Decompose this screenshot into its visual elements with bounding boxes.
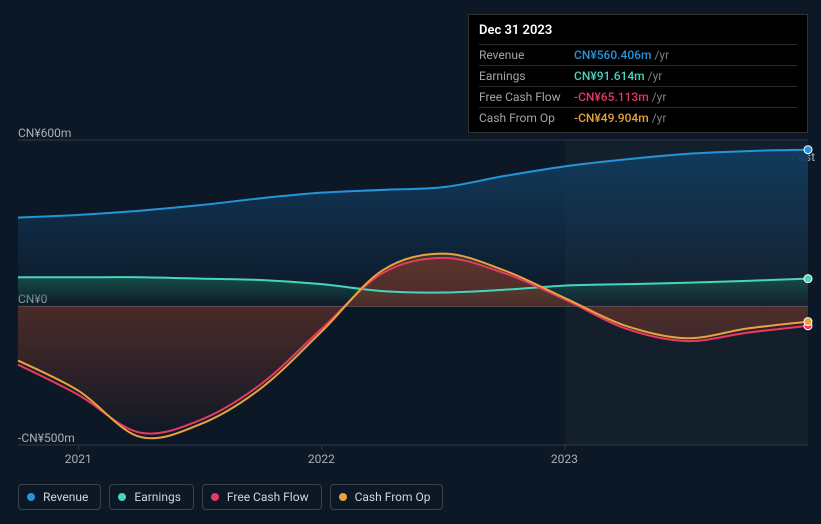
tooltip-unit: /yr xyxy=(654,48,669,62)
legend-label: Revenue xyxy=(43,490,88,504)
tooltip-unit: /yr xyxy=(648,69,663,83)
tooltip-date: Dec 31 2023 xyxy=(479,21,797,44)
legend-dot-icon xyxy=(27,493,35,501)
legend-item-fcf[interactable]: Free Cash Flow xyxy=(202,484,322,510)
legend-label: Cash From Op xyxy=(355,490,431,504)
x-tick-label: 2022 xyxy=(308,452,335,466)
tooltip-value: CN¥91.614m xyxy=(574,69,645,83)
legend-dot-icon xyxy=(118,493,126,501)
tooltip-row-earnings: Earnings CN¥91.614m /yr xyxy=(479,65,797,86)
tooltip-unit: /yr xyxy=(652,111,667,125)
tooltip-label: Free Cash Flow xyxy=(479,90,574,104)
y-tick-label: CN¥600m xyxy=(18,126,71,140)
legend-dot-icon xyxy=(211,493,219,501)
tooltip-unit: /yr xyxy=(652,90,667,104)
chart-tooltip: Dec 31 2023 Revenue CN¥560.406m /yr Earn… xyxy=(468,14,808,133)
tooltip-row-cfo: Cash From Op -CN¥49.904m /yr xyxy=(479,107,797,128)
tooltip-label: Cash From Op xyxy=(479,111,574,125)
tooltip-value: -CN¥49.904m xyxy=(574,111,649,125)
tooltip-value: -CN¥65.113m xyxy=(574,90,649,104)
chart-container: Dec 31 2023 Revenue CN¥560.406m /yr Earn… xyxy=(0,0,821,524)
x-tick-label: 2021 xyxy=(65,452,92,466)
legend-dot-icon xyxy=(339,493,347,501)
tooltip-row-fcf: Free Cash Flow -CN¥65.113m /yr xyxy=(479,86,797,107)
legend: Revenue Earnings Free Cash Flow Cash Fro… xyxy=(18,484,443,510)
legend-item-revenue[interactable]: Revenue xyxy=(18,484,101,510)
chart-plot[interactable] xyxy=(18,140,808,445)
legend-label: Free Cash Flow xyxy=(227,490,309,504)
tooltip-label: Earnings xyxy=(479,69,574,83)
legend-item-earnings[interactable]: Earnings xyxy=(109,484,194,510)
tooltip-row-revenue: Revenue CN¥560.406m /yr xyxy=(479,44,797,65)
tooltip-value: CN¥560.406m xyxy=(574,48,651,62)
tooltip-label: Revenue xyxy=(479,48,574,62)
legend-label: Earnings xyxy=(134,490,181,504)
x-tick-label: 2023 xyxy=(551,452,578,466)
legend-item-cfo[interactable]: Cash From Op xyxy=(330,484,444,510)
